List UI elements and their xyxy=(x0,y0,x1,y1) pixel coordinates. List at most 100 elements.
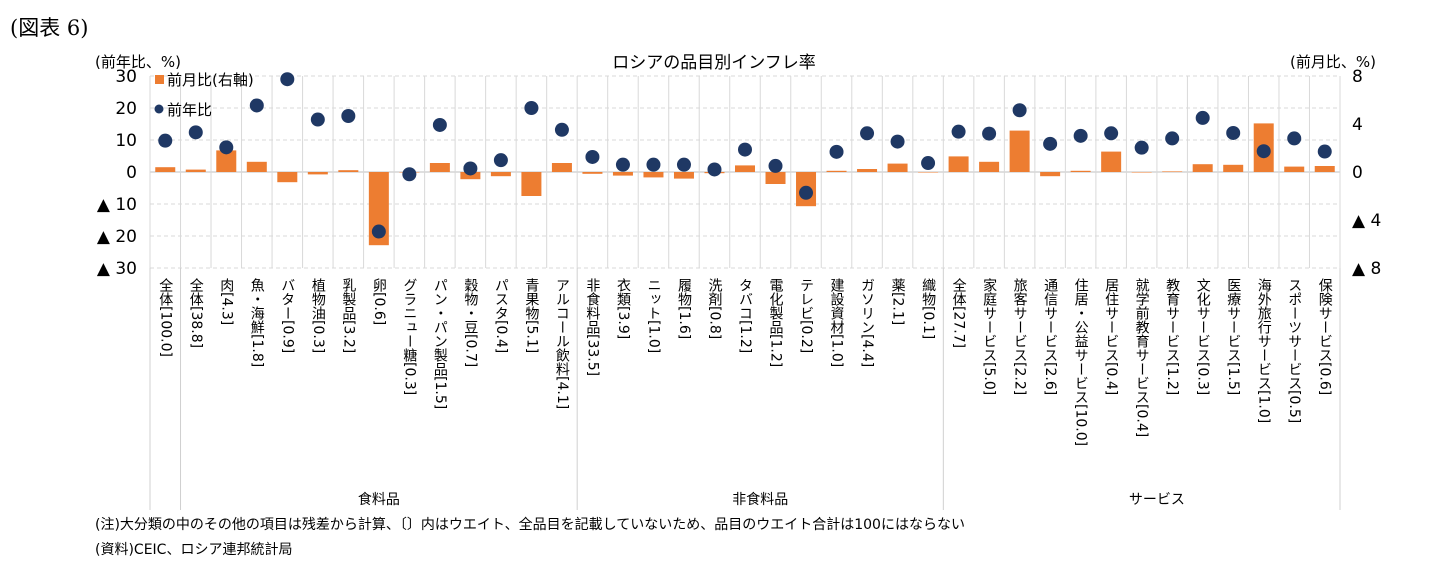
x-tick-label: 文化サービス[0.3] xyxy=(1195,278,1211,395)
x-tick-label: 家庭サービス[5.0] xyxy=(981,277,997,395)
dot-yoy xyxy=(1287,131,1302,146)
dot-yoy xyxy=(799,185,814,200)
bar-mom xyxy=(155,167,176,172)
x-tick-label: 居住サービス[0.4] xyxy=(1103,278,1119,395)
legend-label-yoy: 前年比 xyxy=(167,101,212,119)
x-tick-label: タバコ[1.2] xyxy=(737,278,753,353)
bar-mom xyxy=(643,172,664,178)
x-tick-label: 医療サービス[1.5] xyxy=(1225,278,1241,395)
bar-mom xyxy=(1162,171,1183,172)
bar-mom xyxy=(1284,166,1305,172)
bar-mom xyxy=(612,172,633,176)
bar-mom xyxy=(826,170,847,172)
y-tick-right: ▲ 4 xyxy=(1352,211,1381,231)
bar-mom xyxy=(1192,164,1213,172)
bar-mom xyxy=(735,165,755,172)
figure-label: (図表 6) xyxy=(10,16,89,40)
bar-mom xyxy=(1040,172,1061,177)
x-tick-label: 全体[100.0] xyxy=(157,277,173,357)
dot-yoy xyxy=(768,158,783,173)
bar-mom xyxy=(1070,170,1091,172)
bar-mom xyxy=(765,172,786,184)
x-tick-label: 穀物・豆[0.7] xyxy=(462,278,478,367)
dot-yoy xyxy=(1073,128,1088,143)
bar-mom xyxy=(673,172,694,179)
dot-yoy xyxy=(219,140,234,155)
x-tick-label: 履物[1.6] xyxy=(676,278,692,339)
bar-mom xyxy=(277,172,298,183)
dot-yoy xyxy=(524,101,539,115)
x-tick-label: パン・パン製品[1.5] xyxy=(432,278,448,409)
dot-yoy xyxy=(1317,144,1332,159)
bar-mom xyxy=(582,172,603,174)
dot-yoy xyxy=(890,134,905,149)
x-tick-label: ガソリン[4.4] xyxy=(859,278,875,367)
y-tick-left: 10 xyxy=(115,131,137,151)
legend-dot-swatch xyxy=(154,104,164,114)
x-tick-label: 住居・公益サービス[10.0] xyxy=(1073,278,1089,446)
dot-yoy xyxy=(982,126,997,141)
dot-yoy xyxy=(585,149,600,164)
dot-yoy xyxy=(493,153,508,168)
dot-yoy xyxy=(921,156,936,171)
x-tick-label: 非食料品[33.5] xyxy=(584,278,600,376)
x-tick-label: 電化製品[1.2] xyxy=(768,278,784,367)
x-tick-label: 青果物[5.1] xyxy=(523,278,539,353)
bar-mom xyxy=(338,170,359,172)
bar-mom xyxy=(185,169,206,172)
bar-mom xyxy=(1131,172,1152,173)
x-tick-label: 肉[4.3] xyxy=(218,278,234,325)
dot-yoy xyxy=(676,157,691,172)
x-tick-label: 衣類[3.9] xyxy=(615,278,631,339)
bar-mom xyxy=(1101,151,1122,172)
y-axis-right-title: (前月比、%) xyxy=(1290,53,1376,71)
group-label: 食料品 xyxy=(358,491,400,508)
y-tick-right: 0 xyxy=(1352,163,1363,183)
dot-yoy xyxy=(1012,103,1027,118)
y-tick-left: ▲ 20 xyxy=(97,227,137,247)
bar-mom xyxy=(918,172,939,173)
dot-yoy xyxy=(615,157,630,172)
x-tick-label: 全体[27.7] xyxy=(951,277,967,348)
dot-yoy xyxy=(310,112,325,127)
bar-mom xyxy=(490,172,511,177)
dot-yoy xyxy=(1043,136,1058,151)
bar-mom xyxy=(1223,164,1244,172)
y-axis-left-title: (前年比、%) xyxy=(95,53,181,71)
bar-mom xyxy=(429,163,450,172)
x-tick-label: 保険サービス[0.6] xyxy=(1317,278,1333,395)
dot-yoy xyxy=(158,133,173,148)
bar-mom xyxy=(460,172,481,180)
x-tick-label: 海外旅行サービス[1.0] xyxy=(1256,278,1272,423)
x-tick-label: 薬[2.1] xyxy=(890,278,906,325)
note-text: (注)大分類の中のその他の項目は残差から計算、〔〕内はウエイト、全品目を記載して… xyxy=(95,517,965,533)
dot-yoy xyxy=(371,224,386,239)
y-tick-left: 0 xyxy=(126,163,137,183)
bar-mom xyxy=(246,161,267,172)
dot-yoy xyxy=(860,126,875,141)
dot-yoy xyxy=(554,122,569,137)
bar-mom xyxy=(948,156,969,172)
dot-yoy xyxy=(432,117,447,132)
bar-mom xyxy=(521,172,542,196)
x-tick-label: アルコール飲料[4.1] xyxy=(554,278,570,409)
group-label: サービス xyxy=(1129,492,1185,508)
dot-yoy xyxy=(402,167,417,182)
y-tick-left: 30 xyxy=(115,67,137,87)
x-tick-label: 就学前教育サービス[0.4] xyxy=(1134,278,1150,437)
x-tick-label: スポーツサービス[0.5] xyxy=(1286,278,1302,423)
y-tick-left: ▲ 10 xyxy=(97,195,137,215)
x-tick-label: グラニュー糖[0.3] xyxy=(401,278,417,395)
chart-title: ロシアの品目別インフレ率 xyxy=(612,53,816,73)
x-tick-label: テレビ[0.2] xyxy=(798,278,814,353)
x-tick-label: 織物[0.1] xyxy=(920,278,936,339)
x-tick-label: 魚・海鮮[1.8] xyxy=(249,278,265,367)
x-tick-label: パスタ[0.4] xyxy=(493,278,509,353)
legend-bar-swatch xyxy=(155,75,164,84)
legend-label-mom: 前月比(右軸) xyxy=(167,71,254,89)
source-text: (資料)CEIC、ロシア連邦統計局 xyxy=(95,542,293,558)
y-tick-left: ▲ 30 xyxy=(97,259,137,279)
x-tick-label: 洗剤[0.8] xyxy=(706,278,722,339)
bar-mom xyxy=(551,163,572,172)
x-tick-label: 全体[38.8] xyxy=(188,277,204,348)
